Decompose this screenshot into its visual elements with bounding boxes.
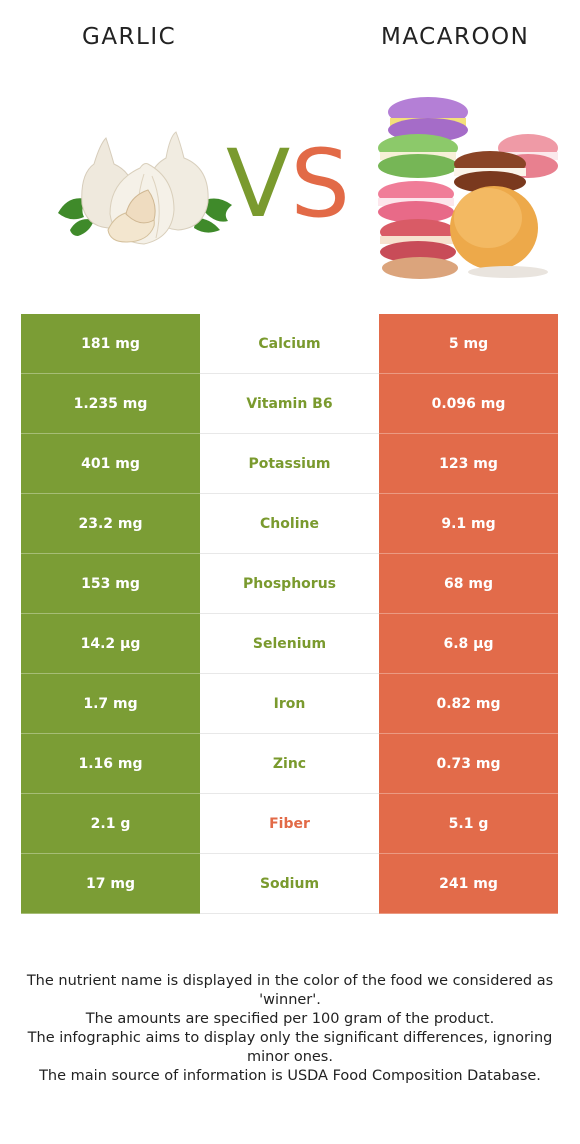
garlic-image (58, 131, 232, 245)
nutrient-name: Zinc (200, 733, 379, 794)
nutrient-name: Selenium (200, 613, 379, 674)
nutrient-name: Vitamin B6 (200, 373, 379, 434)
footnote-line-source: The main source of information is USDA F… (39, 1068, 541, 1084)
right-food-value: 68 mg (379, 553, 558, 614)
right-food-value: 0.82 mg (379, 673, 558, 734)
nutrient-row: 181 mg Calcium 5 mg (21, 314, 558, 374)
left-food-value: 181 mg (21, 314, 200, 374)
macaroon-image (378, 97, 558, 279)
nutrient-row: 153 mg Phosphorus 68 mg (21, 553, 558, 614)
right-food-value: 0.096 mg (379, 373, 558, 434)
footnote: The nutrient name is displayed in the co… (12, 972, 568, 1086)
nutrient-row: 23.2 mg Choline 9.1 mg (21, 493, 558, 554)
left-food-value: 23.2 mg (21, 493, 200, 554)
nutrient-comparison-table: 181 mg Calcium 5 mg 1.235 mg Vitamin B6 0.096… (21, 314, 558, 914)
nutrient-row: 14.2 µg Selenium 6.8 µg (21, 613, 558, 674)
footnote-line-differences: The infographic aims to display only the… (27, 1030, 553, 1065)
nutrient-name: Iron (200, 673, 379, 734)
nutrient-row: 401 mg Potassium 123 mg (21, 433, 558, 494)
footnote-line-winner: The nutrient name is displayed in the co… (26, 973, 554, 1008)
vs-v: V (226, 130, 291, 239)
nutrient-row: 17 mg Sodium 241 mg (21, 853, 558, 914)
left-food-value: 1.7 mg (21, 673, 200, 734)
right-food-value: 9.1 mg (379, 493, 558, 554)
right-food-value: 5 mg (379, 314, 558, 374)
nutrient-row: 1.16 mg Zinc 0.73 mg (21, 733, 558, 794)
right-food-value: 0.73 mg (379, 733, 558, 794)
nutrient-row: 1.235 mg Vitamin B6 0.096 mg (21, 373, 558, 434)
nutrient-name: Calcium (200, 314, 379, 374)
left-food-value: 1.16 mg (21, 733, 200, 794)
nutrient-row: 1.7 mg Iron 0.82 mg (21, 673, 558, 734)
right-food-title: MACAROON (381, 24, 530, 50)
left-food-value: 401 mg (21, 433, 200, 494)
footnote-line-amounts: The amounts are specified per 100 gram o… (85, 1011, 495, 1027)
left-food-value: 14.2 µg (21, 613, 200, 674)
left-food-title: GARLIC (82, 24, 177, 50)
nutrient-name: Sodium (200, 853, 379, 914)
nutrient-name: Potassium (200, 433, 379, 494)
right-food-value: 6.8 µg (379, 613, 558, 674)
vs-s: S (290, 130, 350, 239)
left-food-value: 2.1 g (21, 793, 200, 854)
left-food-value: 17 mg (21, 853, 200, 914)
right-food-value: 123 mg (379, 433, 558, 494)
nutrient-name: Phosphorus (200, 553, 379, 614)
right-food-value: 5.1 g (379, 793, 558, 854)
left-food-value: 153 mg (21, 553, 200, 614)
left-food-value: 1.235 mg (21, 373, 200, 434)
nutrient-row: 2.1 g Fiber 5.1 g (21, 793, 558, 854)
nutrient-name: Choline (200, 493, 379, 554)
nutrient-name: Fiber (200, 793, 379, 854)
right-food-value: 241 mg (379, 853, 558, 914)
vs-label: VS (226, 138, 350, 232)
